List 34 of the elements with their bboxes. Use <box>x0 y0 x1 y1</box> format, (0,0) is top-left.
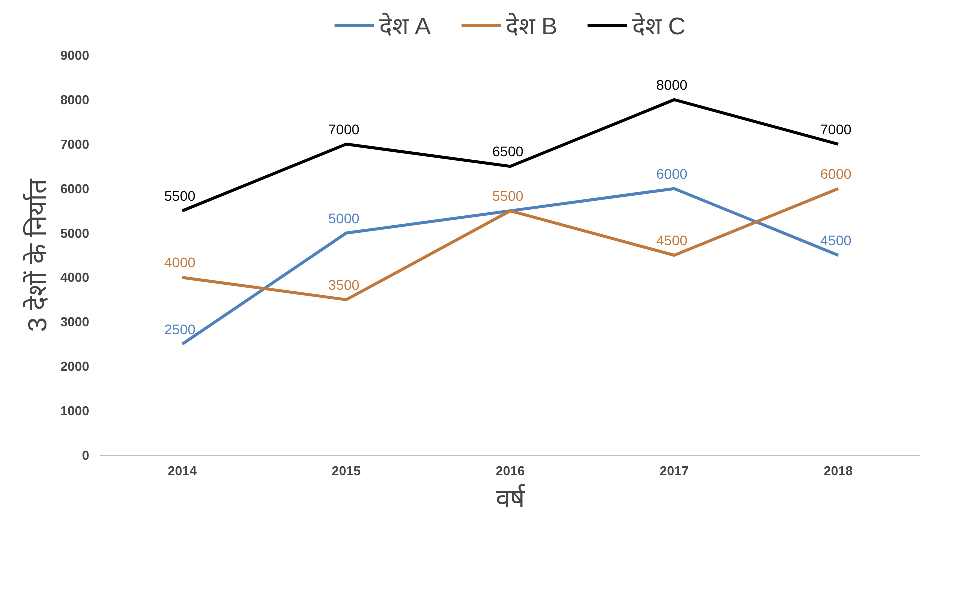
data-label: 4000 <box>164 254 196 271</box>
data-label: 7000 <box>328 121 360 138</box>
y-tick-label: 5000 <box>60 226 90 241</box>
data-label: 8000 <box>656 76 688 93</box>
legend-label: देश A <box>379 12 431 42</box>
y-tick-label: 9000 <box>60 48 90 63</box>
x-tick-label: 2017 <box>660 464 689 478</box>
data-label: 4500 <box>656 232 688 248</box>
y-tick-label: 6000 <box>60 181 90 196</box>
x-tick-label: 2014 <box>168 464 198 478</box>
data-label: 6000 <box>820 166 852 182</box>
data-label: 5000 <box>328 210 360 226</box>
y-tick-label: 0 <box>82 448 90 463</box>
data-label: 7000 <box>820 121 852 138</box>
data-label: 4500 <box>820 232 852 248</box>
legend-label: देश C <box>632 12 686 42</box>
y-axis-title: 3 देशों के निर्यात <box>22 178 53 332</box>
y-tick-label: 8000 <box>60 92 90 108</box>
y-tick-label: 2000 <box>60 359 90 374</box>
x-tick-label: 2018 <box>824 464 853 478</box>
x-tick-label: 2016 <box>496 464 525 478</box>
data-label: 6500 <box>492 144 524 160</box>
data-label: 5500 <box>164 188 196 204</box>
y-tick-label: 7000 <box>60 136 90 152</box>
data-label: 2500 <box>164 321 196 338</box>
legend-label: देश B <box>506 12 558 42</box>
y-tick-label: 4000 <box>60 270 90 286</box>
y-tick-label: 1000 <box>60 404 90 419</box>
data-label: 3500 <box>328 276 360 293</box>
x-axis-title: वर्ष <box>496 484 526 514</box>
x-tick-label: 2015 <box>332 464 361 478</box>
y-tick-label: 3000 <box>60 314 90 330</box>
data-label: 6000 <box>656 166 688 182</box>
data-label: 5500 <box>492 188 524 204</box>
